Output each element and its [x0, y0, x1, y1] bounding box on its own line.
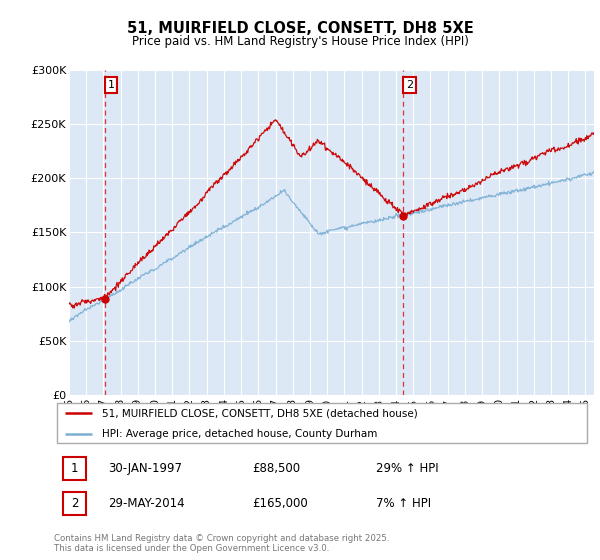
FancyBboxPatch shape	[56, 403, 587, 444]
Text: HPI: Average price, detached house, County Durham: HPI: Average price, detached house, Coun…	[103, 430, 378, 439]
Text: £165,000: £165,000	[253, 497, 308, 510]
Text: 30-JAN-1997: 30-JAN-1997	[108, 462, 182, 475]
Text: 1: 1	[71, 462, 78, 475]
Text: £88,500: £88,500	[253, 462, 301, 475]
Text: 29-MAY-2014: 29-MAY-2014	[108, 497, 184, 510]
Text: 29% ↑ HPI: 29% ↑ HPI	[376, 462, 439, 475]
Text: Price paid vs. HM Land Registry's House Price Index (HPI): Price paid vs. HM Land Registry's House …	[131, 35, 469, 48]
FancyBboxPatch shape	[63, 492, 86, 515]
FancyBboxPatch shape	[63, 456, 86, 480]
Text: 51, MUIRFIELD CLOSE, CONSETT, DH8 5XE (detached house): 51, MUIRFIELD CLOSE, CONSETT, DH8 5XE (d…	[103, 408, 418, 418]
Text: Contains HM Land Registry data © Crown copyright and database right 2025.
This d: Contains HM Land Registry data © Crown c…	[54, 534, 389, 553]
Text: 2: 2	[71, 497, 78, 510]
Text: 2: 2	[406, 80, 413, 90]
Text: 1: 1	[107, 80, 115, 90]
Text: 51, MUIRFIELD CLOSE, CONSETT, DH8 5XE: 51, MUIRFIELD CLOSE, CONSETT, DH8 5XE	[127, 21, 473, 36]
Text: 7% ↑ HPI: 7% ↑ HPI	[376, 497, 431, 510]
